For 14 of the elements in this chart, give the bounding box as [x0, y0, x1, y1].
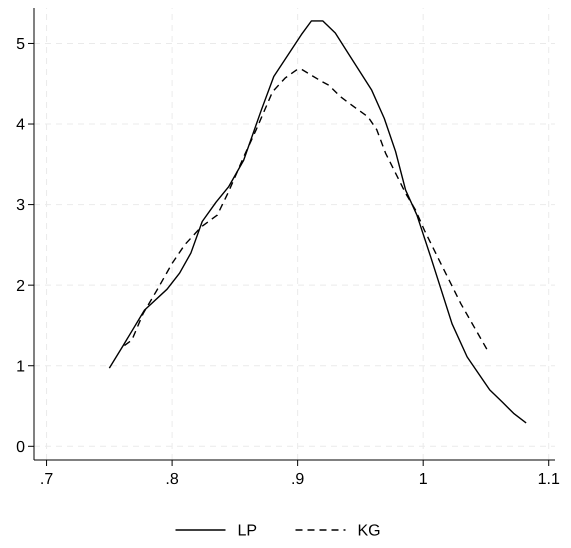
y-tick-label: 3: [16, 197, 26, 214]
x-tick-label: 1: [418, 471, 428, 488]
x-tick-label: .8: [165, 471, 179, 488]
y-tick-label: 0: [16, 438, 26, 456]
y-tick-label: 2: [16, 278, 26, 295]
x-tick-label: 1.1: [538, 471, 560, 488]
x-tick-label: .9: [290, 471, 304, 488]
line-series: [108, 20, 527, 424]
x-tick-label: .7: [40, 471, 54, 488]
y-tick-label: 5: [16, 36, 26, 54]
y-tick-label: 1: [16, 358, 26, 376]
legend-label: KG: [358, 522, 381, 540]
legend-label: LP: [238, 522, 258, 540]
y-tick-label: 4: [16, 116, 26, 134]
